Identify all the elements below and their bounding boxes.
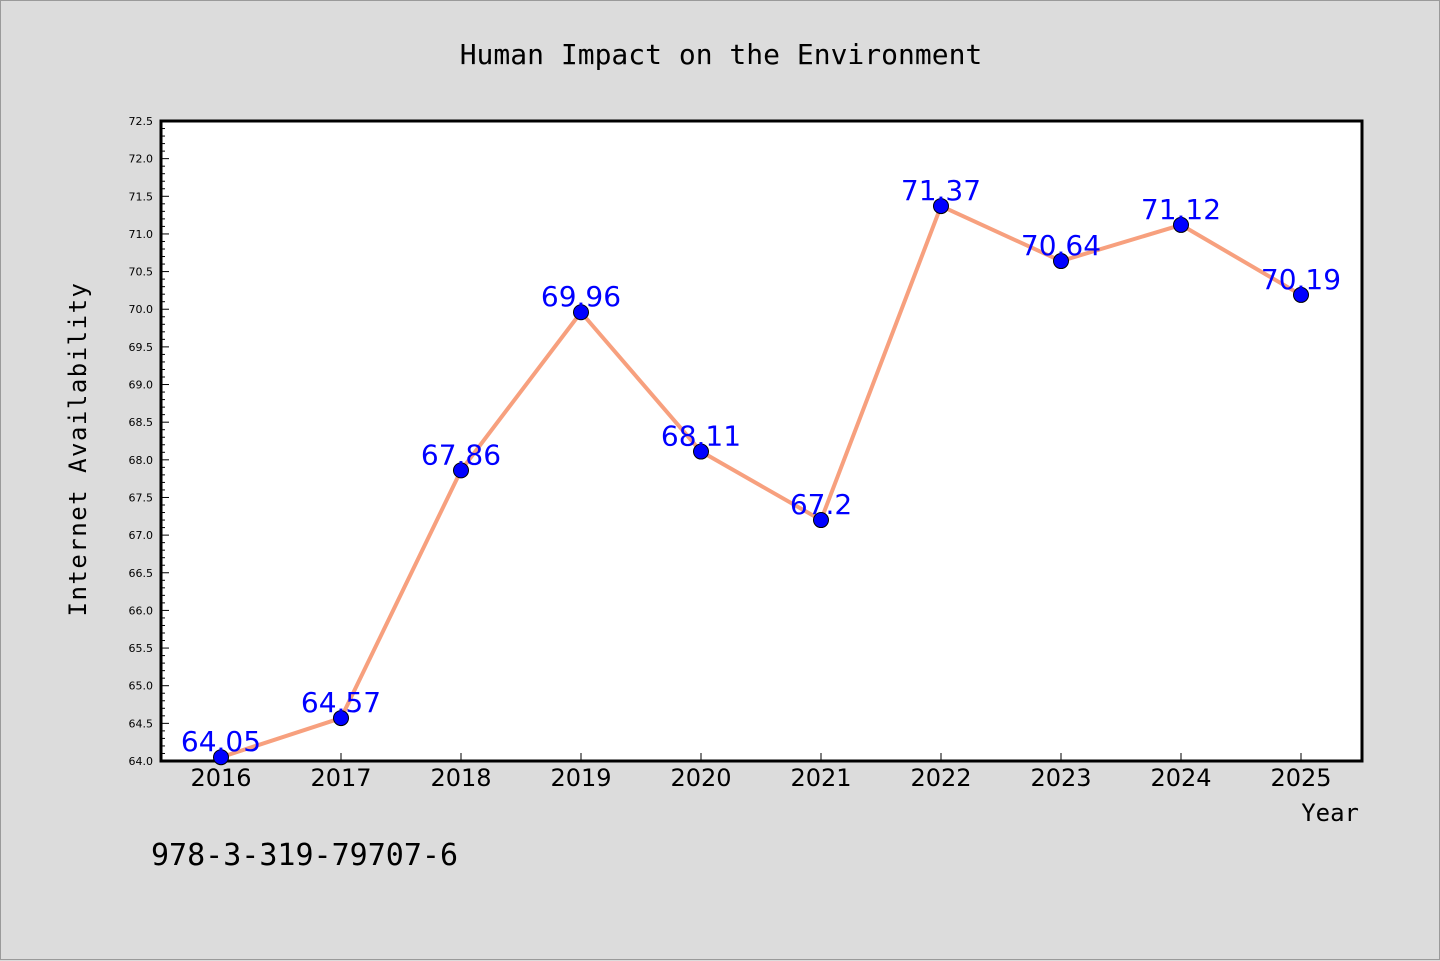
x-tick-label: 2025	[1270, 764, 1331, 792]
y-tick-label: 65.5	[129, 642, 154, 655]
x-tick-label: 2021	[790, 764, 851, 792]
data-label: 67.2	[790, 488, 852, 521]
data-label: 64.05	[181, 725, 261, 758]
y-tick-label: 70.5	[129, 266, 154, 279]
data-label: 64.57	[301, 686, 381, 719]
x-tick-label: 2018	[430, 764, 491, 792]
y-tick-label: 68.0	[129, 454, 154, 467]
y-tick-label: 71.0	[129, 228, 154, 241]
y-tick-label: 70.0	[129, 303, 154, 316]
y-tick-label: 72.5	[129, 115, 154, 128]
data-point	[693, 443, 709, 460]
data-point	[333, 710, 349, 727]
data-point	[813, 512, 829, 529]
y-tick-label: 64.5	[129, 717, 154, 730]
y-tick-label: 67.0	[129, 529, 154, 542]
data-point	[453, 462, 469, 479]
footer-isbn: 978-3-319-79707-6	[151, 838, 458, 873]
data-point	[933, 198, 949, 215]
data-labels: 64.05 64.57 67.86 69.96 68.11 67.2 71.37 70.64 7…	[181, 174, 1341, 758]
y-tick-label: 66.0	[129, 604, 154, 617]
y-axis-ticks: 64.0 64.5 65.0 65.5 66.0 66.5 67.0 67.5 68.0 68.5…	[129, 115, 169, 768]
series-line	[220, 204, 1303, 760]
y-tick-label: 71.5	[129, 190, 154, 203]
y-tick-label: 68.5	[129, 416, 154, 429]
x-tick-label: 2022	[910, 764, 971, 792]
data-label: 70.19	[1261, 263, 1341, 296]
x-tick-label: 2016	[190, 764, 251, 792]
data-label: 70.64	[1021, 229, 1101, 262]
data-label: 67.86	[421, 438, 501, 471]
data-label: 69.96	[541, 280, 621, 313]
y-tick-label: 72.0	[129, 153, 154, 166]
y-tick-label: 64.0	[129, 755, 154, 768]
x-axis-label: Year	[1301, 799, 1359, 827]
y-tick-label: 69.0	[129, 379, 154, 392]
x-tick-label: 2024	[1150, 764, 1211, 792]
y-tick-label: 67.5	[129, 491, 154, 504]
data-point	[1173, 216, 1189, 233]
y-axis-label: Internet Availability	[64, 282, 92, 617]
data-label: 71.37	[901, 174, 981, 207]
data-point	[573, 304, 589, 321]
data-label: 71.12	[1141, 193, 1221, 226]
data-point	[1293, 286, 1309, 303]
y-tick-label: 66.5	[129, 567, 154, 580]
x-tick-label: 2023	[1030, 764, 1091, 792]
data-point	[1053, 253, 1069, 270]
y-tick-label: 65.0	[129, 680, 154, 693]
x-tick-label: 2019	[550, 764, 611, 792]
data-label: 68.11	[661, 420, 741, 453]
series-layer	[213, 198, 1309, 766]
x-tick-label: 2020	[670, 764, 731, 792]
data-point	[213, 749, 229, 766]
plot-area	[159, 119, 1364, 763]
x-axis-ticks: 2016 2017 2018 2019 2020 2021 2022 2023 2024 2025	[190, 753, 1332, 792]
x-tick-label: 2017	[310, 764, 371, 792]
chart-title: Human Impact on the Environment	[460, 38, 983, 71]
y-tick-label: 69.5	[129, 341, 154, 354]
